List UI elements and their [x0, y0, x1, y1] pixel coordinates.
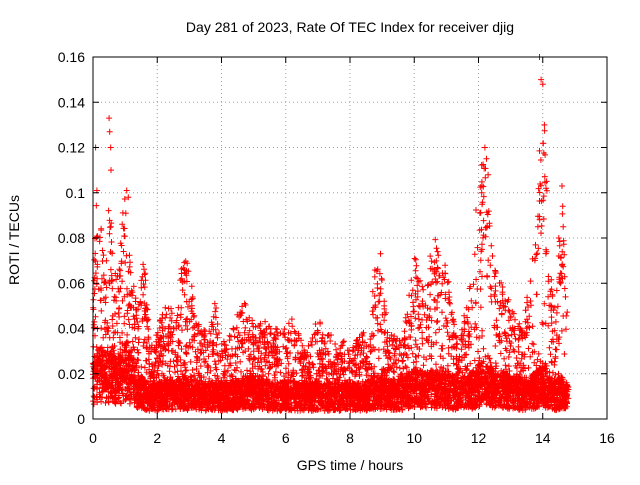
- y-tick-label: 0.04: [58, 321, 85, 337]
- chart-title: Day 281 of 2023, Rate Of TEC Index for r…: [186, 19, 514, 35]
- roti-point-cloud: [90, 54, 572, 414]
- y-tick-label: 0.16: [58, 49, 85, 65]
- x-tick-label: 16: [599, 430, 615, 446]
- grid-lines: [93, 57, 607, 419]
- axis-ticks: 0 2 4 6 8 10 12 14 16 0 0.02 0.04 0.06 0.08 0.1 0.12 0.1…: [58, 49, 615, 446]
- data-points: [90, 54, 572, 414]
- x-tick-label: 12: [471, 430, 487, 446]
- y-tick-label: 0.12: [58, 140, 85, 156]
- x-tick-label: 10: [406, 430, 422, 446]
- x-axis-label: GPS time / hours: [297, 457, 404, 473]
- x-tick-label: 4: [218, 430, 226, 446]
- y-tick-label: 0.02: [58, 366, 85, 382]
- y-axis-label: ROTI / TECUs: [6, 195, 22, 285]
- x-tick-label: 14: [535, 430, 551, 446]
- y-tick-label: 0.08: [58, 230, 85, 246]
- x-tick-label: 8: [346, 430, 354, 446]
- y-tick-label: 0.1: [66, 185, 86, 201]
- x-tick-label: 2: [153, 430, 161, 446]
- x-tick-label: 6: [282, 430, 290, 446]
- y-tick-label: 0.14: [58, 94, 85, 110]
- y-tick-label: 0: [77, 411, 85, 427]
- y-tick-label: 0.06: [58, 275, 85, 291]
- x-tick-label: 0: [89, 430, 97, 446]
